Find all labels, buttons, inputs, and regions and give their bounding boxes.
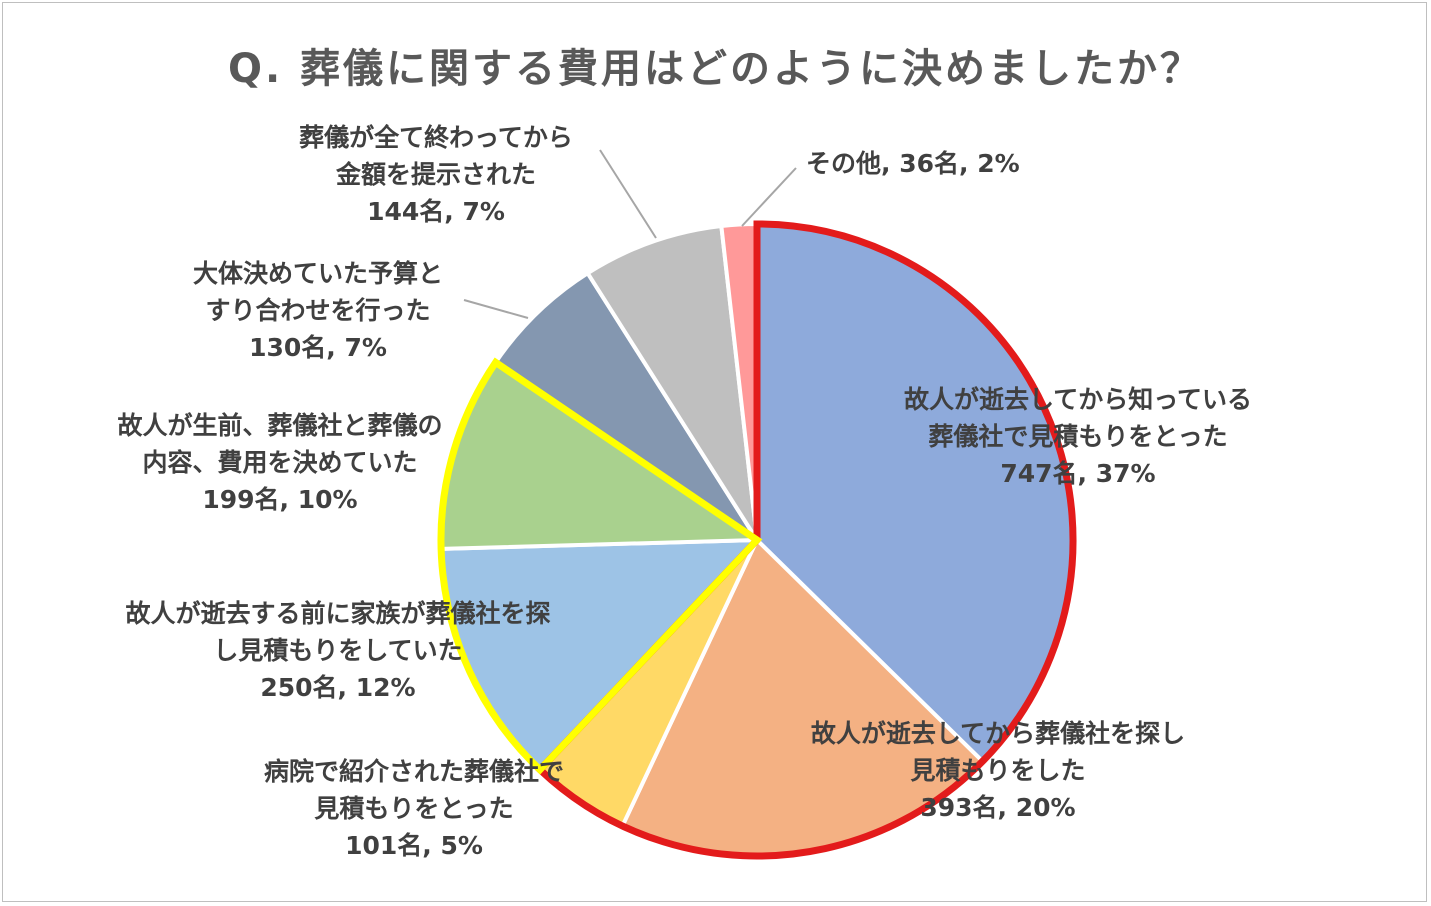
slice-1-label-line: 故人が逝去してから知っている xyxy=(904,385,1252,414)
highlight-outline-red xyxy=(535,220,1077,860)
slice-6-value-label: 130名, 7% xyxy=(249,333,387,362)
slice-4-value-label: 250名, 12% xyxy=(260,673,415,702)
slice-2-value-label: 393名, 20% xyxy=(920,793,1075,822)
slice-2-label-line: 見積もりをした xyxy=(910,756,1085,785)
slice-3-label-line: 病院で紹介された葬儀社で xyxy=(264,757,564,786)
slice-3-label-line: 見積もりをとった xyxy=(314,794,513,823)
slice-5-value-label: 199名, 10% xyxy=(202,485,357,514)
slice-5-label-line: 内容、費用を決めていた xyxy=(142,448,417,477)
slice-6-leader-line xyxy=(463,299,529,319)
leader-lines xyxy=(463,149,797,319)
slice-8-leader-line xyxy=(741,167,797,227)
slice-4-label-line: し見積もりをしていた xyxy=(213,636,462,665)
slice-1-value-label: 747名, 37% xyxy=(1000,459,1155,488)
slice-5-label-line: 故人が生前、葬儀社と葬儀の xyxy=(117,411,442,440)
slice-7-label-line: 葬儀が全て終わってから xyxy=(299,123,573,152)
pie-slice-7 xyxy=(585,224,759,542)
slice-1-label-line: 葬儀社で見積もりをとった xyxy=(928,422,1227,451)
slice-6-label-line: 大体決めていた予算と xyxy=(193,259,443,288)
chart-title: Q. 葬儀に関する費用はどのように決めましたか？ xyxy=(227,46,1204,92)
slice-4-label-line: 故人が逝去する前に家族が葬儀社を探 xyxy=(125,599,550,628)
slice-outlines xyxy=(437,220,1077,860)
slice-7-leader-line xyxy=(599,149,657,239)
slice-3-value-label: 101名, 5% xyxy=(345,831,483,860)
highlight-outline-yellow xyxy=(437,357,763,775)
slice-6-label-line: すり合わせを行った xyxy=(205,296,430,325)
slice-7-value-label: 144名, 7% xyxy=(367,197,505,226)
slice-2-label-line: 故人が逝去してから葬儀社を探し xyxy=(811,719,1185,748)
slice-8-value-label: その他, 36名, 2% xyxy=(806,149,1020,178)
slice-7-label-line: 金額を提示された xyxy=(335,160,536,189)
